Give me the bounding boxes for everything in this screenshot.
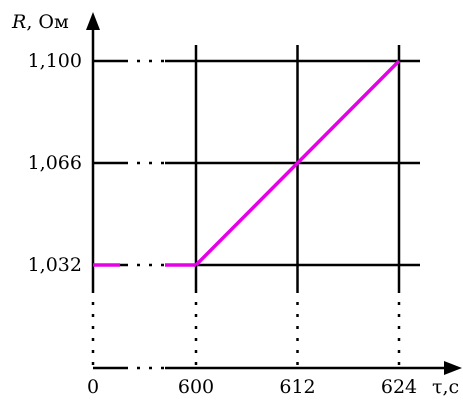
- series-line-0: [194, 59, 401, 267]
- y-tick-label: 1,032: [28, 254, 82, 276]
- axes: [86, 12, 462, 375]
- origin-label: 0: [87, 376, 99, 398]
- y-axis-unit: , Ом: [26, 11, 69, 33]
- y-axis-arrow-icon: [86, 12, 100, 30]
- y-axis-variable: R: [11, 11, 26, 33]
- x-axis-arrow-icon: [444, 361, 462, 375]
- y-tick-label: 1,100: [28, 50, 82, 72]
- x-tick-label: 612: [279, 376, 315, 398]
- x-tick-label: 600: [178, 376, 214, 398]
- y-tick-label: 1,066: [28, 152, 82, 174]
- tick-labels: R, Ом τ,с 0 600 612 624 1,032 1,066 1,100: [11, 11, 459, 398]
- x-tick-label: 624: [381, 376, 417, 398]
- data-marks: [93, 59, 401, 267]
- y-axis-label: R, Ом: [11, 11, 69, 33]
- x-axis-label: τ,с: [432, 376, 459, 398]
